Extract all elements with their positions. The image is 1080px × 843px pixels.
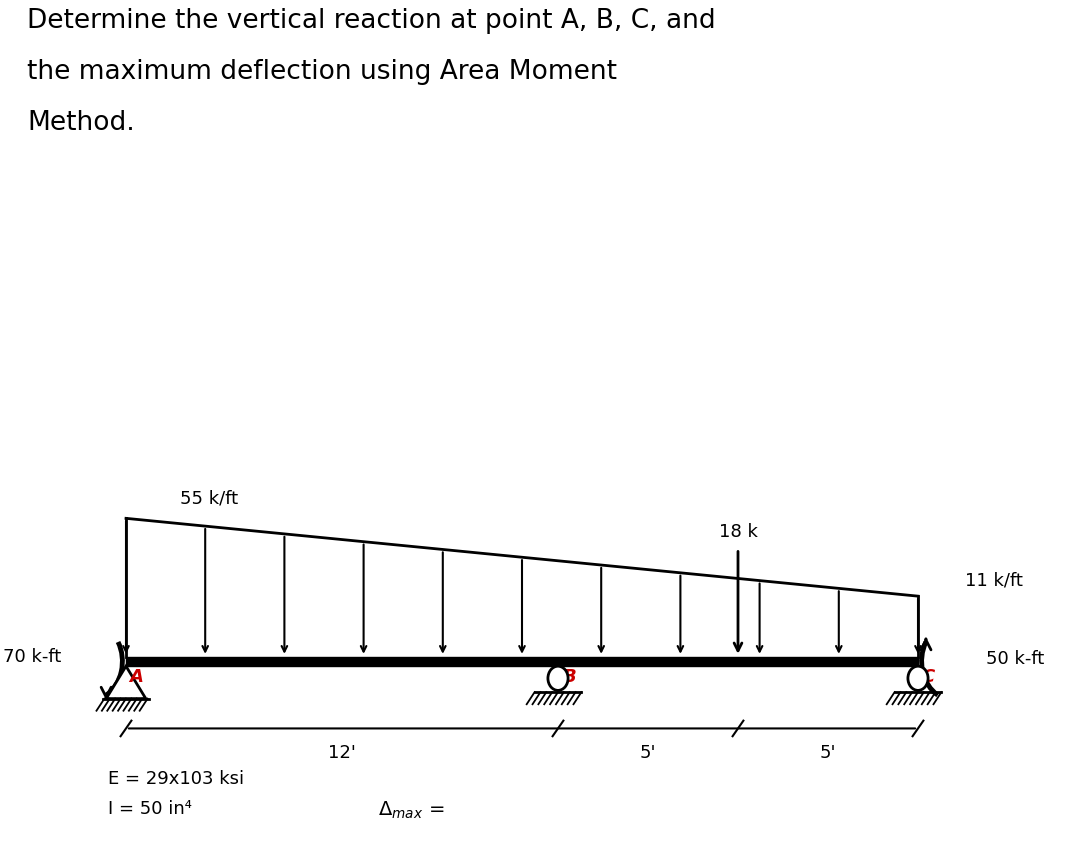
Text: the maximum deflection using Area Moment: the maximum deflection using Area Moment [27, 59, 617, 85]
Text: Determine the vertical reaction at point A, B, C, and: Determine the vertical reaction at point… [27, 8, 716, 35]
Text: 18 k: 18 k [718, 523, 757, 541]
Text: $\Delta_{max}$ =: $\Delta_{max}$ = [378, 800, 444, 821]
Text: 12': 12' [328, 744, 356, 761]
Text: 70 k-ft: 70 k-ft [3, 648, 62, 666]
Text: I = 50 in⁴: I = 50 in⁴ [108, 800, 192, 818]
Text: E = 29x103 ksi: E = 29x103 ksi [108, 770, 244, 787]
Text: Method.: Method. [27, 110, 135, 136]
Circle shape [548, 666, 568, 690]
Text: C: C [921, 668, 934, 686]
Text: B: B [563, 668, 576, 686]
Text: 5': 5' [639, 744, 657, 761]
Text: A: A [129, 668, 143, 686]
Text: 55 k/ft: 55 k/ft [179, 490, 238, 507]
Text: 11 k/ft: 11 k/ft [964, 572, 1023, 589]
Polygon shape [106, 666, 146, 699]
Text: 50 k-ft: 50 k-ft [986, 650, 1044, 668]
Bar [126, 657, 918, 666]
Circle shape [908, 666, 928, 690]
Text: 5': 5' [820, 744, 836, 761]
